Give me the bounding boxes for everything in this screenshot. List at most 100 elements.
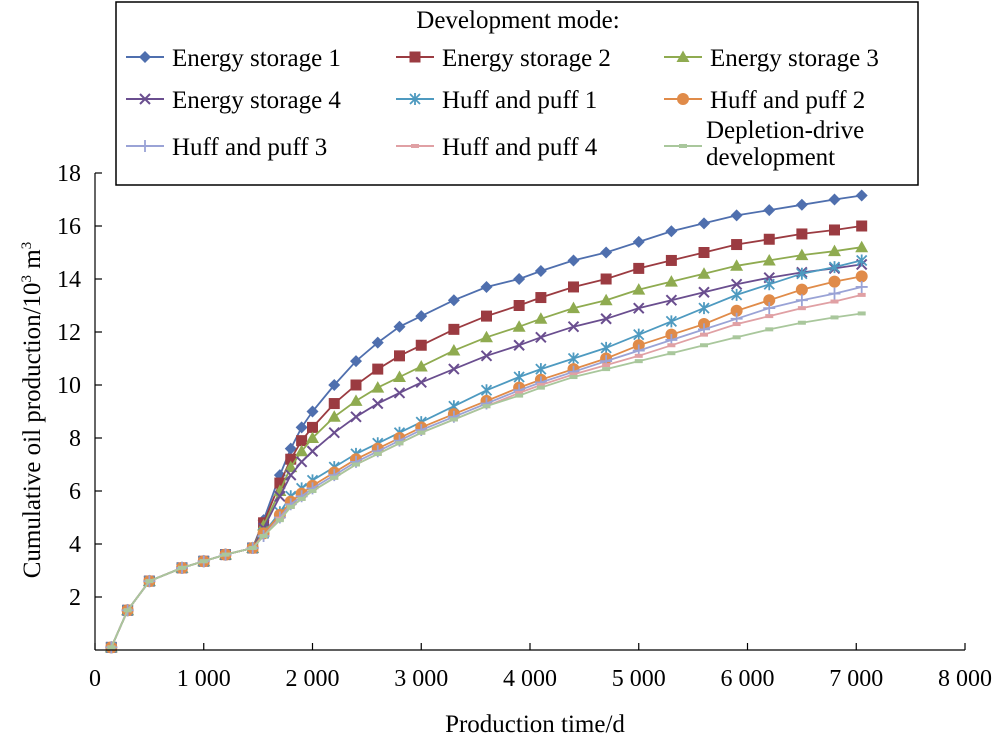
y-tick-label: 14 <box>57 267 81 293</box>
x-tick-label: 3 000 <box>394 666 448 692</box>
data-point <box>414 359 428 372</box>
data-point <box>665 225 678 238</box>
y-tick-label: 2 <box>69 585 81 611</box>
data-point <box>569 375 578 380</box>
legend-label: Depletion-drive development <box>706 117 864 171</box>
data-point <box>633 328 645 341</box>
data-point <box>698 302 710 315</box>
x-tick-label: 7 000 <box>829 666 883 692</box>
data-point <box>274 477 286 489</box>
legend-item-9: Depletion-drive development <box>664 117 864 171</box>
data-point <box>600 341 612 354</box>
data-point <box>257 518 271 531</box>
data-point <box>513 300 525 311</box>
data-point <box>602 367 611 372</box>
data-point <box>857 292 866 297</box>
data-point <box>535 292 547 304</box>
legend-label: Huff and puff 2 <box>710 87 865 114</box>
data-point <box>307 421 318 433</box>
data-point <box>600 246 613 259</box>
data-point <box>107 645 116 650</box>
data-point <box>482 404 491 409</box>
legend-item-8: Huff and puff 4 <box>396 134 598 161</box>
data-point <box>284 460 298 473</box>
data-point <box>480 330 493 343</box>
data-point <box>763 294 776 307</box>
data-point <box>632 235 645 248</box>
data-point <box>395 441 404 446</box>
x-tick-label: 4 000 <box>503 666 557 692</box>
data-point <box>274 490 286 503</box>
data-point <box>295 456 308 468</box>
data-point <box>567 301 580 314</box>
legend-label: Energy storage 2 <box>442 45 611 72</box>
legend-marker <box>679 144 687 148</box>
data-point <box>599 293 613 306</box>
data-point <box>763 233 775 245</box>
data-point <box>248 545 257 550</box>
data-point <box>481 310 492 322</box>
data-point <box>295 421 308 434</box>
legend-label-line: development <box>706 144 835 171</box>
data-point <box>600 313 612 325</box>
data-point <box>447 344 461 356</box>
data-point <box>394 350 405 362</box>
legend-item-4: Energy storage 4 <box>126 87 341 114</box>
data-point <box>856 220 868 232</box>
data-point <box>795 294 808 307</box>
data-point <box>828 287 841 300</box>
data-point <box>797 306 806 311</box>
data-point <box>730 278 743 291</box>
legend-box <box>115 1 919 186</box>
data-point <box>762 253 776 266</box>
data-point <box>732 322 741 327</box>
y-axis-title-sup: 3 <box>19 275 35 283</box>
data-point <box>665 294 678 306</box>
data-point <box>393 387 406 399</box>
data-point <box>515 390 524 395</box>
data-point <box>633 302 645 314</box>
data-point <box>632 283 646 295</box>
x-tick-label: 6 000 <box>721 666 775 692</box>
data-point <box>350 355 362 368</box>
data-point <box>178 565 186 570</box>
series-6 <box>105 270 868 654</box>
data-point <box>350 411 362 423</box>
axes: 0 1 000 2 000 3 000 4 000 5 000 6 000 7 000 8 00… <box>19 161 992 738</box>
data-point <box>372 363 384 375</box>
data-point <box>765 314 774 319</box>
legend-item-3: Energy storage 3 <box>664 45 879 72</box>
data-point <box>634 353 643 358</box>
legend-marker <box>409 93 421 105</box>
data-point <box>415 339 427 351</box>
y-axis-title: Cumulative oil production/103 m3 <box>19 242 46 579</box>
data-point <box>513 371 525 384</box>
data-point <box>796 228 808 240</box>
data-point <box>828 193 841 206</box>
series-line <box>110 294 862 648</box>
data-point <box>259 534 268 539</box>
data-point <box>732 335 741 340</box>
legend-marker <box>677 93 689 105</box>
data-point <box>145 579 154 584</box>
data-point <box>371 381 385 393</box>
data-point <box>697 267 711 279</box>
data-point <box>350 379 362 391</box>
data-point <box>730 259 744 271</box>
data-point <box>199 559 208 564</box>
series-1 <box>105 189 868 654</box>
legend-marker <box>409 51 421 63</box>
data-point <box>855 270 868 283</box>
data-point <box>449 417 458 422</box>
data-point <box>698 286 710 298</box>
x-tick-label: 1 000 <box>177 666 231 692</box>
data-point <box>667 351 676 356</box>
y-tick-label: 4 <box>69 532 81 558</box>
legend-marker <box>139 140 151 152</box>
data-point <box>763 204 776 217</box>
data-point <box>296 435 308 447</box>
data-point <box>534 265 547 278</box>
series-line <box>110 312 862 648</box>
legend-item-1: Energy storage 1 <box>126 45 341 72</box>
data-point <box>700 343 708 348</box>
